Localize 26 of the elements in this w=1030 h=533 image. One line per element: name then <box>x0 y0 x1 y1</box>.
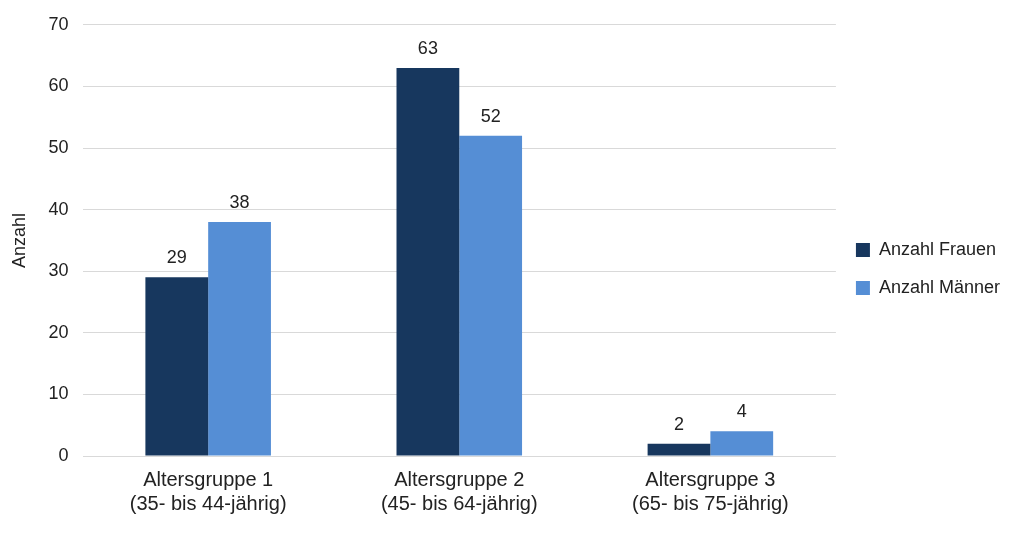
data-label: 38 <box>229 191 250 212</box>
bar <box>208 221 271 456</box>
y-tick-label: 50 <box>48 136 69 157</box>
data-label: 4 <box>736 401 747 422</box>
y-tick-label: 70 <box>48 13 69 34</box>
y-tick-label: 40 <box>48 198 69 219</box>
x-tick-label: Altersgruppe 1 (35- bis 44-jährig) <box>129 467 287 514</box>
bar <box>396 67 460 456</box>
legend-label: Anzahl Frauen <box>878 238 997 259</box>
bar <box>145 277 209 456</box>
data-label: 29 <box>166 247 187 268</box>
y-tick-label: 0 <box>58 444 69 465</box>
y-tick-label: 20 <box>48 321 69 342</box>
x-tick-label: Altersgruppe 2 (45- bis 64-jährig) <box>380 467 538 514</box>
bar <box>647 443 711 456</box>
data-label: 2 <box>673 413 684 434</box>
bar <box>710 431 774 456</box>
data-label: 52 <box>480 105 501 126</box>
y-tick-label: 30 <box>48 260 69 281</box>
x-tick-label: Altersgruppe 3 (65- bis 75-jährig) <box>632 467 789 514</box>
y-tick-label: 60 <box>48 75 69 96</box>
y-axis-title: Anzahl <box>8 212 29 268</box>
legend-label: Anzahl Männer <box>878 276 1001 297</box>
bar <box>459 135 523 456</box>
data-label: 63 <box>417 37 438 58</box>
y-tick-label: 10 <box>48 383 69 404</box>
